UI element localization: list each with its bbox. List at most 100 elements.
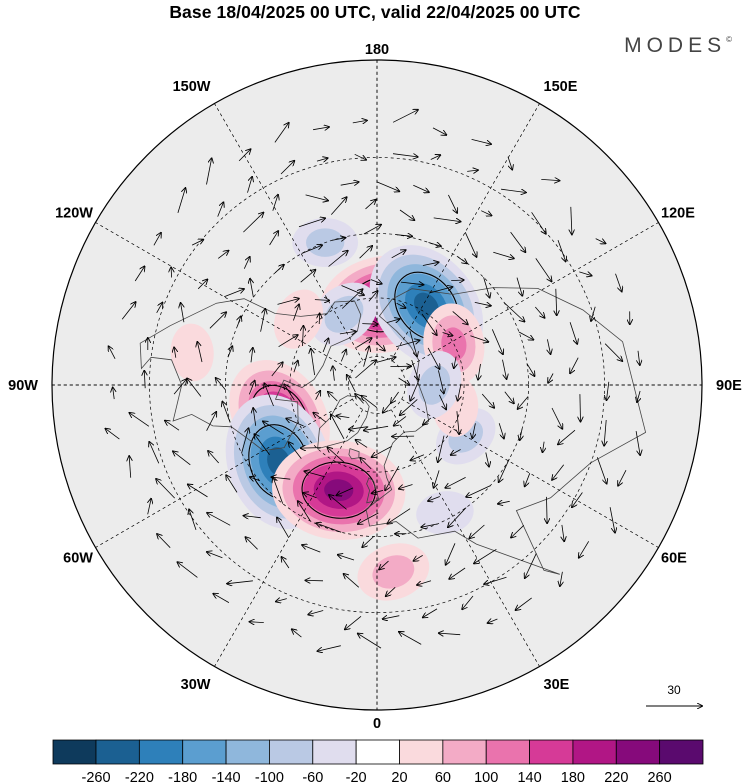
wind-vector bbox=[383, 403, 391, 412]
wind-vector bbox=[516, 597, 532, 610]
wind-vector bbox=[178, 562, 198, 578]
wind-vector bbox=[433, 217, 461, 222]
wind-vector bbox=[451, 449, 461, 455]
colorbar-box-4 bbox=[225, 739, 270, 765]
wind-vector bbox=[423, 417, 432, 425]
wind-vector bbox=[227, 346, 232, 358]
wind-vector bbox=[368, 291, 378, 302]
wind-vector bbox=[635, 431, 640, 455]
wind-vector bbox=[448, 507, 467, 527]
wind-vector bbox=[173, 379, 186, 395]
wind-vector bbox=[277, 299, 299, 305]
wind-vector bbox=[157, 534, 171, 548]
wind-vector bbox=[355, 394, 364, 404]
wind-vector bbox=[572, 492, 583, 508]
wind-vector bbox=[454, 356, 456, 369]
colorbar-box-11 bbox=[529, 739, 574, 765]
wind-vector bbox=[400, 282, 424, 285]
wind-vector bbox=[363, 347, 370, 367]
colorbar-tick-13: 260 bbox=[647, 770, 671, 783]
meridian-120 bbox=[401, 222, 659, 372]
wind-vector bbox=[535, 258, 552, 281]
wind-vector bbox=[337, 487, 354, 495]
wind-vector bbox=[360, 458, 372, 470]
colorbar-tick-10: 140 bbox=[517, 770, 541, 783]
wind-vector bbox=[362, 536, 374, 548]
wind-vector bbox=[391, 250, 406, 259]
wind-vector bbox=[363, 225, 381, 235]
wind-vector bbox=[471, 139, 491, 144]
wind-vector bbox=[516, 277, 522, 296]
longitude-label-11: 150W bbox=[173, 79, 211, 95]
land-shape-0 bbox=[317, 395, 370, 450]
longitude-labels: 180 150E 120E 90E 60E 30E 0 30W 60W 90W 120W 150W bbox=[8, 42, 742, 732]
wind-vector bbox=[187, 379, 202, 397]
wind-vector bbox=[264, 384, 274, 407]
wind-vector bbox=[498, 423, 504, 438]
wind-vector bbox=[328, 448, 345, 463]
brand-mark: © bbox=[726, 35, 732, 44]
wind-vector bbox=[331, 415, 345, 440]
wind-vector bbox=[263, 421, 284, 435]
wind-vector bbox=[331, 197, 346, 215]
wind-vector bbox=[618, 470, 627, 485]
wind-vector bbox=[638, 350, 640, 365]
wind-vector bbox=[313, 127, 329, 130]
wind-vector bbox=[472, 423, 475, 438]
wind-vector bbox=[181, 303, 184, 323]
wind-vector bbox=[558, 429, 576, 444]
colorbar-box-10 bbox=[485, 739, 530, 765]
wind-vector bbox=[298, 501, 311, 522]
wind-vector bbox=[129, 456, 131, 478]
wind-vector bbox=[562, 524, 564, 541]
wind-vector bbox=[464, 232, 476, 257]
wind-vector bbox=[333, 366, 335, 381]
wind-vector bbox=[250, 477, 260, 481]
wind-vector bbox=[271, 362, 283, 377]
wind-vector bbox=[130, 413, 150, 427]
wind-vector bbox=[227, 581, 253, 584]
wind-vector bbox=[254, 434, 270, 455]
wind-vector bbox=[274, 123, 289, 143]
wind-vector bbox=[308, 610, 324, 615]
wind-vector bbox=[386, 587, 396, 596]
wind-vector bbox=[432, 127, 446, 135]
wind-vector bbox=[213, 594, 230, 603]
wind-vector bbox=[144, 371, 145, 389]
wind-vector bbox=[358, 634, 382, 649]
wind-vector bbox=[278, 335, 298, 348]
wind-vector bbox=[313, 413, 327, 423]
wind-vector bbox=[359, 246, 373, 259]
wind-vector bbox=[134, 267, 144, 282]
wind-vector bbox=[414, 555, 423, 560]
meridian-330 bbox=[214, 409, 364, 667]
wind-vector bbox=[352, 120, 367, 123]
wind-vector bbox=[398, 377, 410, 385]
wind-vector bbox=[189, 510, 197, 531]
wind-vector bbox=[106, 429, 120, 440]
meridian-150 bbox=[390, 103, 540, 361]
colorbar-tick-5: -60 bbox=[302, 770, 323, 783]
wind-vector bbox=[556, 288, 557, 315]
wind-vector bbox=[483, 277, 490, 297]
wind-vector bbox=[174, 348, 176, 358]
wind-vector bbox=[358, 512, 379, 524]
wind-vector bbox=[392, 154, 418, 157]
wind-vector bbox=[421, 524, 438, 527]
wind-vector bbox=[339, 331, 356, 334]
wind-vector bbox=[191, 240, 203, 246]
wind-vector bbox=[260, 309, 266, 332]
wind-vector bbox=[338, 555, 355, 561]
wind-vector bbox=[580, 394, 581, 421]
wind-vector bbox=[376, 181, 399, 191]
reference-vector-label: 30 bbox=[667, 683, 681, 697]
wind-vector bbox=[452, 311, 468, 324]
wind-vector bbox=[399, 484, 413, 489]
wind-vector bbox=[109, 346, 116, 359]
wind-vector bbox=[504, 391, 514, 404]
wind-vector bbox=[248, 381, 254, 395]
colorbar-tick-11: 180 bbox=[561, 770, 585, 783]
wind-vector bbox=[541, 179, 559, 180]
wind-vector bbox=[547, 496, 548, 523]
wind-vector bbox=[121, 302, 135, 320]
